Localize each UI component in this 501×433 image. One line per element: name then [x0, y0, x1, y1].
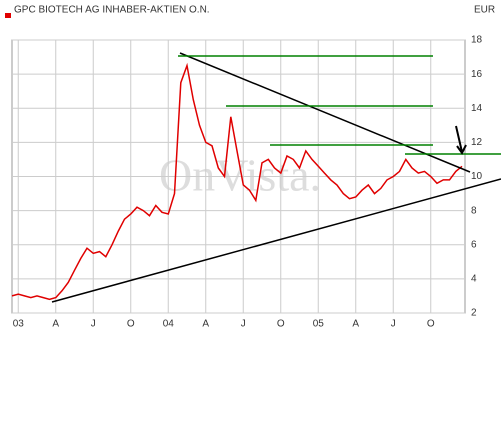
x-tick-label: A	[202, 319, 209, 330]
y-tick-label: 10	[471, 171, 483, 182]
y-tick-label: 18	[471, 35, 483, 46]
y-tick-label: 14	[471, 103, 483, 114]
watermark: OnVista.	[159, 150, 321, 201]
x-tick-label: A	[52, 319, 59, 330]
price-line	[11, 62, 463, 301]
title-marker	[5, 13, 11, 18]
support-line	[51, 178, 501, 303]
x-tick-label: 05	[313, 319, 325, 330]
x-tick-label: A	[352, 319, 359, 330]
y-tick-label: 8	[471, 205, 477, 216]
arrow	[455, 125, 467, 155]
x-tick-label: J	[91, 319, 96, 330]
x-tick-label: 04	[163, 319, 175, 330]
y-tick-label: 4	[471, 274, 477, 285]
y-tick-label: 2	[471, 308, 477, 319]
x-tick-label: O	[427, 319, 435, 330]
resistance-line	[179, 52, 471, 173]
x-tick-label: J	[241, 319, 246, 330]
x-tick-label: O	[127, 319, 135, 330]
y-tick-label: 16	[471, 69, 483, 80]
annotations	[51, 52, 501, 303]
x-tick-label: O	[277, 319, 285, 330]
x-tick-label: 03	[13, 319, 25, 330]
chart-title: GPC BIOTECH AG INHABER-AKTIEN O.N.	[14, 5, 210, 16]
y-tick-label: 12	[471, 137, 483, 148]
x-tick-label: J	[391, 319, 396, 330]
y-tick-label: 6	[471, 239, 477, 250]
currency: EUR	[474, 5, 495, 16]
